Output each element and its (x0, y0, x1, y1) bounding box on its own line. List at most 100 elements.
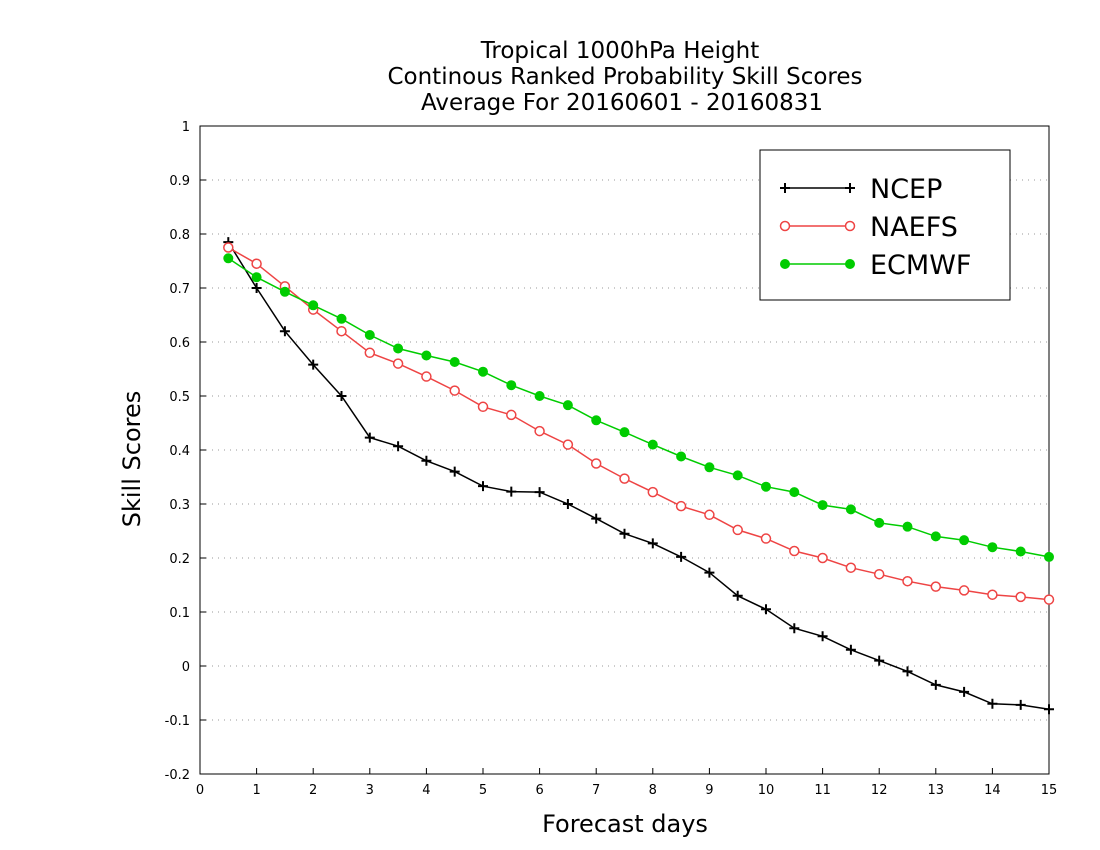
data-point-ncep (308, 359, 319, 370)
data-point-ecmwf (364, 329, 375, 340)
data-point-ecmwf (591, 415, 602, 426)
data-point-ncep (845, 644, 856, 655)
data-point-naefs (760, 533, 772, 544)
data-point-naefs (1015, 591, 1026, 603)
legend-label-naefs: NAEFS (870, 212, 958, 243)
x-tick-label: 4 (422, 783, 430, 798)
legend-label-ecmwf: ECMWF (870, 250, 971, 281)
data-point-naefs (704, 509, 715, 521)
data-point-ecmwf (308, 300, 319, 311)
data-point-ecmwf (704, 462, 715, 473)
x-tick-label: 8 (649, 783, 657, 798)
data-point-naefs (1043, 594, 1055, 605)
data-point-ecmwf (619, 427, 630, 438)
y-tick-label: 0.5 (169, 390, 190, 405)
data-point-ecmwf (506, 380, 517, 391)
y-tick-label: 0.4 (169, 444, 190, 459)
data-point-ecmwf (930, 531, 941, 542)
data-point-ecmwf (251, 272, 262, 283)
y-tick-label: 0.2 (169, 552, 190, 567)
data-point-naefs (873, 568, 885, 580)
data-point-ecmwf (336, 313, 347, 324)
data-point-ecmwf (393, 343, 404, 354)
data-point-ncep (761, 604, 771, 615)
data-point-ecmwf (987, 542, 998, 553)
x-tick-label: 13 (928, 783, 945, 798)
y-axis-label: Skill Scores (118, 391, 146, 528)
data-point-naefs (421, 371, 432, 382)
data-point-ncep (619, 528, 630, 539)
data-point-ecmwf (789, 487, 800, 498)
data-point-naefs (364, 347, 376, 359)
data-point-naefs (449, 385, 460, 396)
legend-marker-ecmwf (845, 259, 855, 269)
x-tick-label: 11 (814, 783, 831, 798)
data-point-ecmwf (421, 350, 432, 361)
series-ecmwf (223, 253, 1054, 562)
series-line-ncep (227, 241, 1050, 710)
data-point-ecmwf (676, 451, 687, 462)
legend-marker-ncep (845, 183, 855, 193)
data-point-ecmwf (478, 366, 488, 377)
legend-item-naefs: NAEFS (779, 212, 958, 243)
data-point-ncep (732, 590, 743, 601)
x-tick-label: 0 (196, 783, 204, 798)
data-point-naefs (675, 500, 687, 512)
title-line-1: Tropical 1000hPa Height (480, 38, 760, 64)
data-point-naefs (392, 358, 404, 369)
data-point-ecmwf (279, 286, 290, 297)
x-tick-label: 3 (366, 783, 374, 798)
legend-label-ncep: NCEP (870, 174, 942, 205)
data-point-naefs (223, 242, 234, 253)
data-point-ecmwf (223, 253, 234, 264)
legend: NCEP NAEFS ECMWF (759, 149, 1011, 301)
data-point-ncep (591, 513, 602, 524)
data-point-ncep (704, 567, 715, 578)
legend-marker-naefs (844, 220, 856, 232)
data-point-ecmwf (1015, 546, 1026, 557)
data-point-naefs (590, 458, 602, 469)
data-point-naefs (562, 439, 574, 450)
data-point-naefs (789, 545, 800, 557)
data-point-naefs (902, 575, 913, 587)
data-series (223, 237, 1055, 715)
x-tick-label: 2 (309, 783, 317, 798)
data-point-ncep (279, 326, 290, 337)
data-point-ecmwf (874, 517, 885, 528)
series-naefs (223, 242, 1055, 605)
title-line-3: Average For 20160601 - 20160831 (421, 90, 823, 116)
y-tick-label: 0 (182, 660, 190, 675)
data-point-naefs (251, 258, 262, 269)
data-point-ncep (959, 686, 970, 697)
legend-box (759, 149, 1011, 301)
data-point-ncep (1015, 699, 1026, 710)
data-point-ncep (874, 655, 885, 666)
y-tick-label: -0.2 (165, 768, 190, 783)
series-ncep (223, 237, 1054, 715)
data-point-naefs (477, 401, 489, 413)
data-point-naefs (647, 486, 659, 498)
data-point-ncep (336, 391, 347, 401)
data-point-naefs (336, 325, 347, 337)
data-point-naefs (534, 425, 545, 437)
data-point-ncep (506, 486, 517, 497)
y-tick-label: 0.7 (169, 282, 190, 297)
x-tick-label: 14 (984, 783, 1001, 798)
x-axis: 0 1 2 3 4 5 6 7 8 9 10 11 12 13 14 15 (196, 768, 1057, 798)
data-point-ecmwf (562, 400, 573, 411)
legend-item-ncep: NCEP (780, 174, 942, 205)
legend-marker-ncep (780, 183, 790, 193)
data-point-naefs (506, 409, 517, 421)
data-point-ecmwf (761, 481, 771, 492)
data-point-naefs (845, 562, 857, 573)
data-point-naefs (958, 585, 970, 596)
data-point-ncep (449, 466, 460, 477)
chart-title: Tropical 1000hPa Height Continous Ranked… (387, 38, 862, 116)
x-tick-label: 5 (479, 783, 487, 798)
data-point-ecmwf (902, 521, 913, 532)
data-point-ncep (562, 499, 573, 509)
data-point-ncep (902, 666, 913, 677)
data-point-ncep (817, 631, 828, 642)
y-tick-label: -0.1 (165, 714, 190, 729)
data-point-ncep (647, 538, 658, 549)
